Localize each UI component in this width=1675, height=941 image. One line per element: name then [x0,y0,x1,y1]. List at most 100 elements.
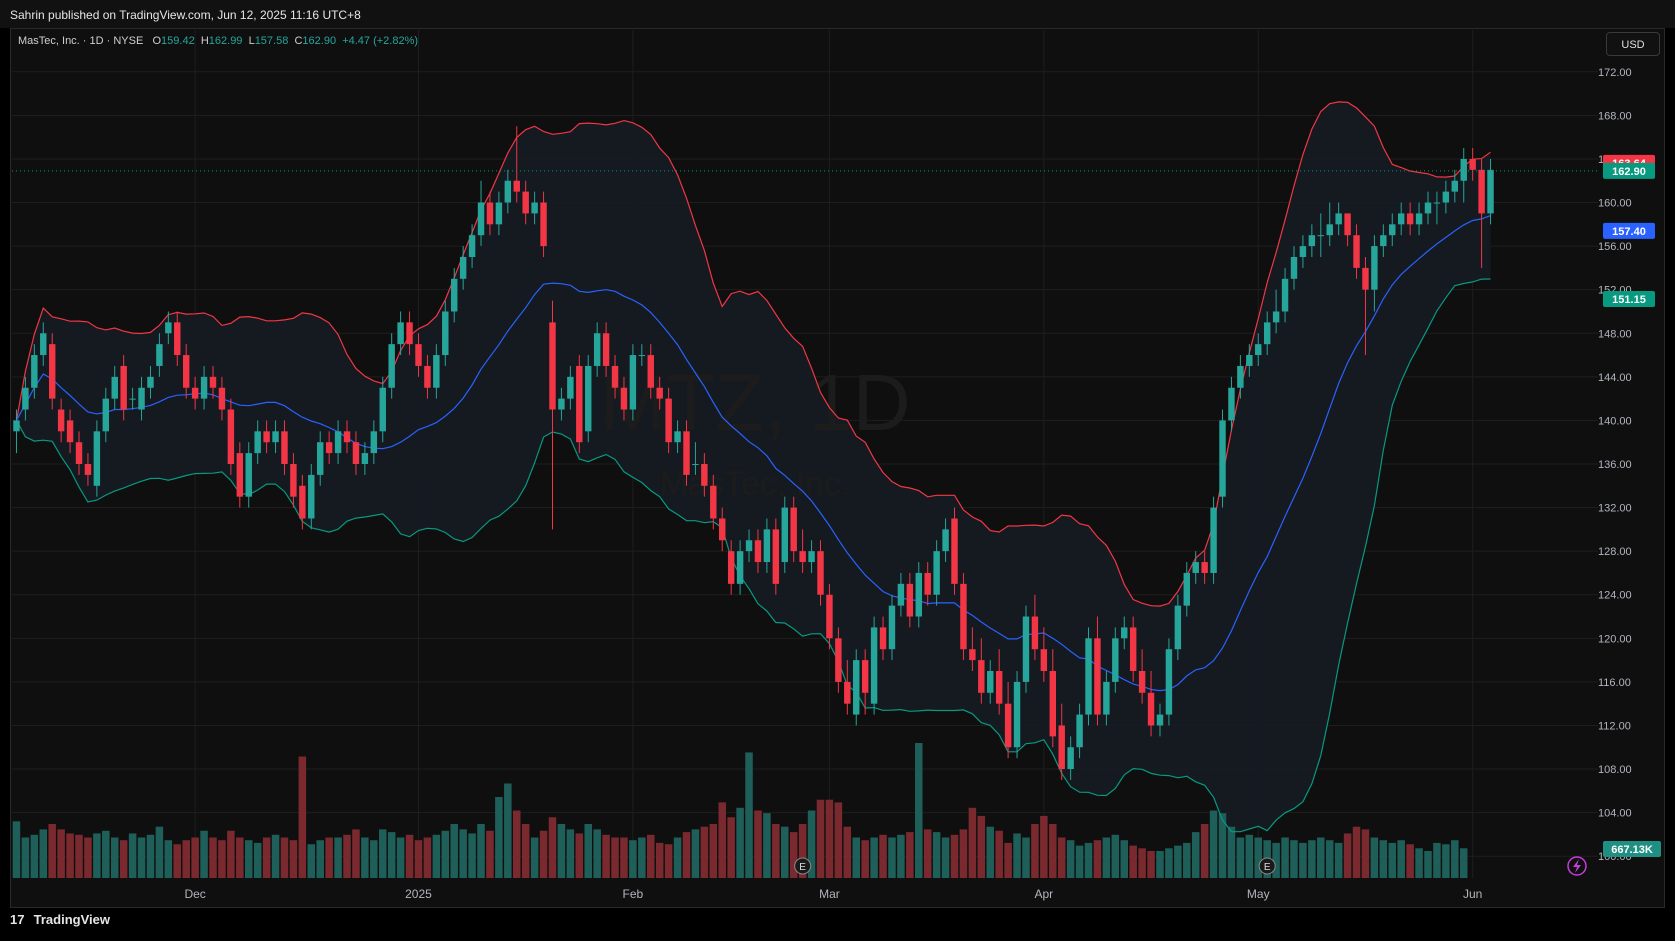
candle-body [1103,681,1110,715]
candle-body [951,518,958,584]
candle-body [1210,507,1217,573]
y-tick-label: 160.00 [1598,198,1632,210]
lightning-bolt-icon [1573,859,1581,873]
candle-body [772,529,780,584]
tradingview-brand: TradingView [33,912,110,927]
high-value: 162.99 [208,35,243,47]
volume-bar [566,829,575,878]
volume-bar [75,834,83,878]
high-label: H [200,35,209,47]
candle-body [683,431,690,475]
candle-body [1192,562,1199,573]
y-tick-label: 156.00 [1598,241,1632,253]
currency-button[interactable]: USD [1606,32,1660,56]
volume-badge [1603,841,1661,857]
candle-body [1094,638,1101,715]
volume-bar [146,834,155,878]
volume-bar [897,834,905,878]
candle-body [1317,235,1325,237]
volume-bar [593,829,601,878]
price-badge [1603,162,1655,179]
volume-bar [468,833,476,878]
x-tick-label: Apr [1035,887,1054,901]
candle-body [513,180,520,192]
volume-bar [182,840,190,878]
volume-bar [798,824,807,878]
candle-body [1058,725,1065,770]
candle-body [165,322,172,334]
volume-bar [343,834,351,878]
volume-bar [1156,851,1164,878]
candle-body [942,529,949,552]
open-label: O [152,35,162,47]
volume-bar [1379,840,1388,878]
candle-body [182,355,190,388]
candle-body [57,409,65,432]
volume-bar [1254,837,1263,878]
candle-body [299,485,306,519]
candle-body [1129,627,1137,671]
y-tick-label: 140.00 [1598,415,1632,427]
candle-body [1022,616,1030,682]
candle-body [308,474,315,519]
y-tick-label: 124.00 [1598,590,1632,602]
volume-bar [128,833,137,878]
candle-body [1201,562,1208,573]
volume-bar [1290,840,1298,878]
volume-badge-label: 667.13K [1611,844,1653,856]
volume-bar [209,837,217,878]
candle-body [1085,638,1092,715]
volume-bar [48,824,56,878]
volume-bar [638,837,646,878]
x-tick-label: Jun [1463,887,1482,901]
candle-body [13,420,20,432]
volume-bar [227,830,235,878]
volume-bar [1397,840,1405,878]
candle-body [459,257,467,279]
volume-bar [1004,842,1012,878]
candle-body [388,344,395,388]
candle-body [897,583,905,606]
tradingview-footer[interactable]: 17 TradingView [10,912,110,927]
candle-body [22,387,29,410]
volume-bar [164,840,173,878]
volume-bar [423,837,432,878]
volume-bar [1209,810,1218,878]
volume-bar [1459,848,1468,878]
candle-body [844,681,851,704]
volume-bar [1352,826,1361,878]
volume-bar [1433,842,1441,878]
candle-body [585,365,592,432]
lower-band-line [15,278,1491,833]
candle-body [102,398,110,432]
candle-body [1255,344,1262,356]
price-badge-label: 157.40 [1612,226,1646,238]
price-badge-label: 162.90 [1612,166,1646,178]
close-value: 162.90 [302,35,337,47]
candle-body [1478,169,1485,214]
volume-bar [370,840,378,878]
candle-body [120,365,127,410]
lightning-icon [1567,856,1587,876]
candle-body [415,344,422,366]
candle-body [1290,257,1298,279]
y-tick-label: 120.00 [1598,633,1632,645]
change-value: +4.47 (+2.82%) [342,35,419,47]
x-tick-label: 2025 [405,887,432,901]
symbol-label[interactable]: MasTec, Inc. · 1D · NYSE [18,35,144,47]
candle-body [370,431,378,454]
volume-bar [915,743,923,878]
volume-bar [200,830,208,878]
volume-bar [12,821,21,878]
volume-bar [236,837,244,878]
candle-body [754,540,762,563]
candle-body [995,671,1003,704]
candle-body [1344,213,1351,236]
volume-bar [950,834,959,878]
low-label: L [248,35,255,47]
candle-body [1326,224,1333,236]
volume-bar [1218,813,1227,878]
candle-body [1389,224,1396,236]
volume-bar [1299,842,1307,878]
